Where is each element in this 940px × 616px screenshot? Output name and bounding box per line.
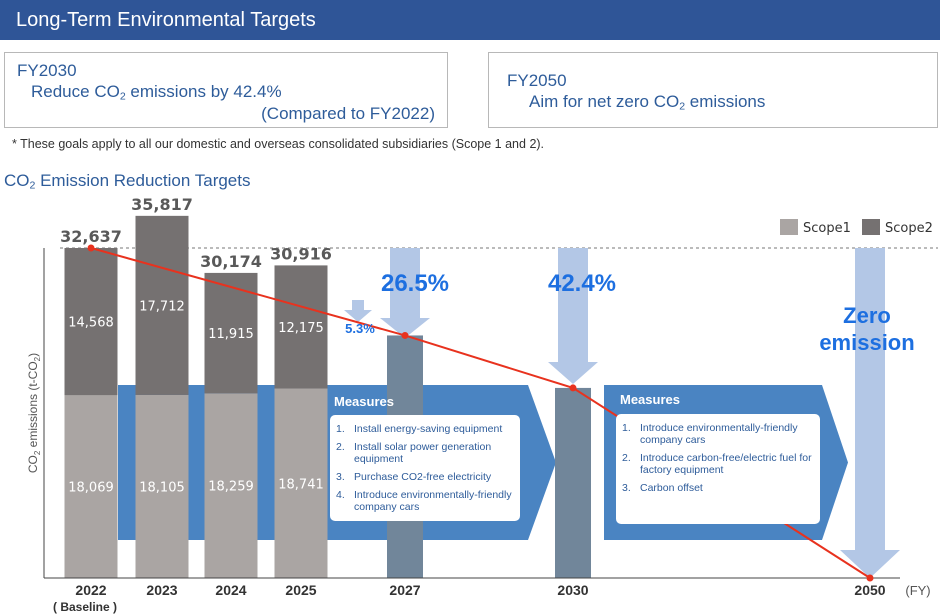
measure-item: 2. Introduce carbon-free/electric fuel fo… bbox=[622, 452, 812, 476]
bar-scope2-2025 bbox=[274, 265, 328, 389]
fy2030-label: FY2030 bbox=[17, 61, 77, 80]
label-scope1-2025: 18,741 bbox=[278, 477, 324, 492]
label-scope1-2024: 18,259 bbox=[208, 480, 254, 495]
fy2050-goal: Aim for net zero CO2 emissions bbox=[529, 92, 766, 113]
co2-emission-chart: 18,069 14,568 32,637 18,105 17,712 35,817 18,2… bbox=[26, 195, 938, 614]
bar-scope2-2022 bbox=[64, 248, 118, 396]
fy2030-target-box: FY2030 Reduce CO2 emissions by 42.4% (Co… bbox=[4, 52, 448, 128]
tick-label-2023: 2023 bbox=[146, 582, 177, 598]
label-scope2-2025: 12,175 bbox=[278, 321, 324, 336]
fy2030-comparison: (Compared to FY2022) bbox=[261, 104, 435, 123]
reduction-label-2050-line1: Zero bbox=[843, 303, 891, 328]
tick-label-2022: 2022 bbox=[75, 582, 106, 598]
bar-scope2-2024 bbox=[204, 272, 258, 394]
target-bar-2030 bbox=[555, 387, 591, 578]
legend-label-scope1: Scope1 bbox=[803, 221, 851, 236]
label-total-2022: 32,637 bbox=[60, 227, 122, 246]
measure-item: 2. Install solar power generation equipme… bbox=[336, 441, 512, 465]
target-point-2050 bbox=[866, 574, 874, 582]
page-header: Long-Term Environmental Targets bbox=[0, 0, 940, 40]
reduction-label-2027: 26.5% bbox=[381, 270, 449, 297]
measure-item-number: 2. bbox=[622, 452, 631, 464]
page-title: Long-Term Environmental Targets bbox=[16, 9, 316, 31]
measures-title-1: Measures bbox=[334, 394, 394, 409]
tick-sublabel-2022: ( Baseline ) bbox=[53, 600, 117, 614]
y-axis-label: CO2 emissions (t-CO2) bbox=[26, 353, 42, 473]
tick-label-2025: 2025 bbox=[285, 582, 316, 598]
measures-title-2: Measures bbox=[620, 392, 680, 407]
reduction-label-2050-line2: emission bbox=[819, 330, 914, 355]
measure-item-number: 3. bbox=[622, 482, 631, 494]
target-point-2022 bbox=[87, 244, 95, 252]
measure-item-number: 4. bbox=[336, 489, 345, 501]
fy2030-goal: Reduce CO2 emissions by 42.4% bbox=[31, 82, 282, 103]
bar-scope1-2025 bbox=[274, 388, 328, 578]
label-scope2-2022: 14,568 bbox=[68, 316, 114, 331]
reduction-arrow-2025 bbox=[344, 300, 372, 322]
label-total-2024: 30,174 bbox=[200, 252, 262, 271]
fy2050-target-box: FY2050 Aim for net zero CO2 emissions bbox=[488, 52, 938, 128]
chart-section-title: CO2 Emission Reduction Targets bbox=[4, 171, 251, 192]
measures-list-1: 1. Install energy-saving equipment 2. Insta… bbox=[330, 415, 520, 521]
measure-item: 1. Install energy-saving equipment bbox=[336, 423, 512, 435]
label-scope1-2022: 18,069 bbox=[68, 481, 114, 496]
scope-note: * These goals apply to all our domestic … bbox=[12, 137, 545, 151]
target-point-2027 bbox=[401, 331, 409, 339]
bar-scope1-2023 bbox=[135, 394, 189, 578]
measure-item-number: 1. bbox=[622, 422, 631, 434]
measure-item-text: Carbon offset bbox=[640, 482, 703, 494]
bar-scope1-2024 bbox=[204, 393, 258, 578]
legend-swatch-scope2 bbox=[862, 219, 880, 235]
label-scope2-2024: 11,915 bbox=[208, 327, 254, 342]
measure-item-number: 2. bbox=[336, 441, 345, 453]
reduction-label-2030: 42.4% bbox=[548, 270, 616, 297]
measure-item-text: Introduce environmentally-friendly compa… bbox=[640, 422, 798, 446]
measure-item-text: Install solar power generation equipment bbox=[354, 441, 492, 465]
reduction-arrow-2030 bbox=[548, 248, 598, 384]
fy2050-label: FY2050 bbox=[507, 71, 567, 90]
label-scope1-2023: 18,105 bbox=[139, 480, 185, 495]
measure-item-text: Introduce environmentally-friendly compa… bbox=[354, 489, 512, 513]
tick-label-2027: 2027 bbox=[389, 582, 420, 598]
measure-item: 3. Purchase CO2-free electricity bbox=[336, 471, 512, 483]
bar-scope2-2023 bbox=[135, 215, 189, 395]
legend-swatch-scope1 bbox=[780, 219, 798, 235]
target-point-2030 bbox=[569, 384, 577, 392]
measure-item-number: 1. bbox=[336, 423, 345, 435]
reduction-arrow-2027 bbox=[380, 248, 430, 338]
tick-label-2030: 2030 bbox=[557, 582, 588, 598]
label-scope2-2023: 17,712 bbox=[139, 299, 185, 314]
measure-item-text: Install energy-saving equipment bbox=[354, 423, 503, 435]
measures-list-2: 1. Introduce environmentally-friendly com… bbox=[616, 414, 820, 524]
measure-item-number: 3. bbox=[336, 471, 345, 483]
measure-item: 3. Carbon offset bbox=[622, 482, 812, 494]
label-total-2023: 35,817 bbox=[131, 195, 193, 214]
reduction-label-2025: 5.3% bbox=[345, 321, 375, 336]
measure-item: 1. Introduce environmentally-friendly com… bbox=[622, 422, 812, 446]
tick-label-2050: 2050 bbox=[854, 582, 885, 598]
reduction-arrow-2050 bbox=[840, 248, 900, 578]
legend-label-scope2: Scope2 bbox=[885, 221, 933, 236]
label-total-2025: 30,916 bbox=[270, 244, 332, 263]
measure-item: 4. Introduce environmentally-friendly com… bbox=[336, 489, 512, 513]
measure-item-text: Purchase CO2-free electricity bbox=[354, 471, 492, 483]
measure-item-text: Introduce carbon-free/electric fuel for … bbox=[640, 452, 812, 476]
tick-label-2024: 2024 bbox=[215, 582, 246, 598]
x-axis-unit-label: (FY) bbox=[905, 583, 930, 598]
bar-scope1-2022 bbox=[64, 395, 118, 578]
